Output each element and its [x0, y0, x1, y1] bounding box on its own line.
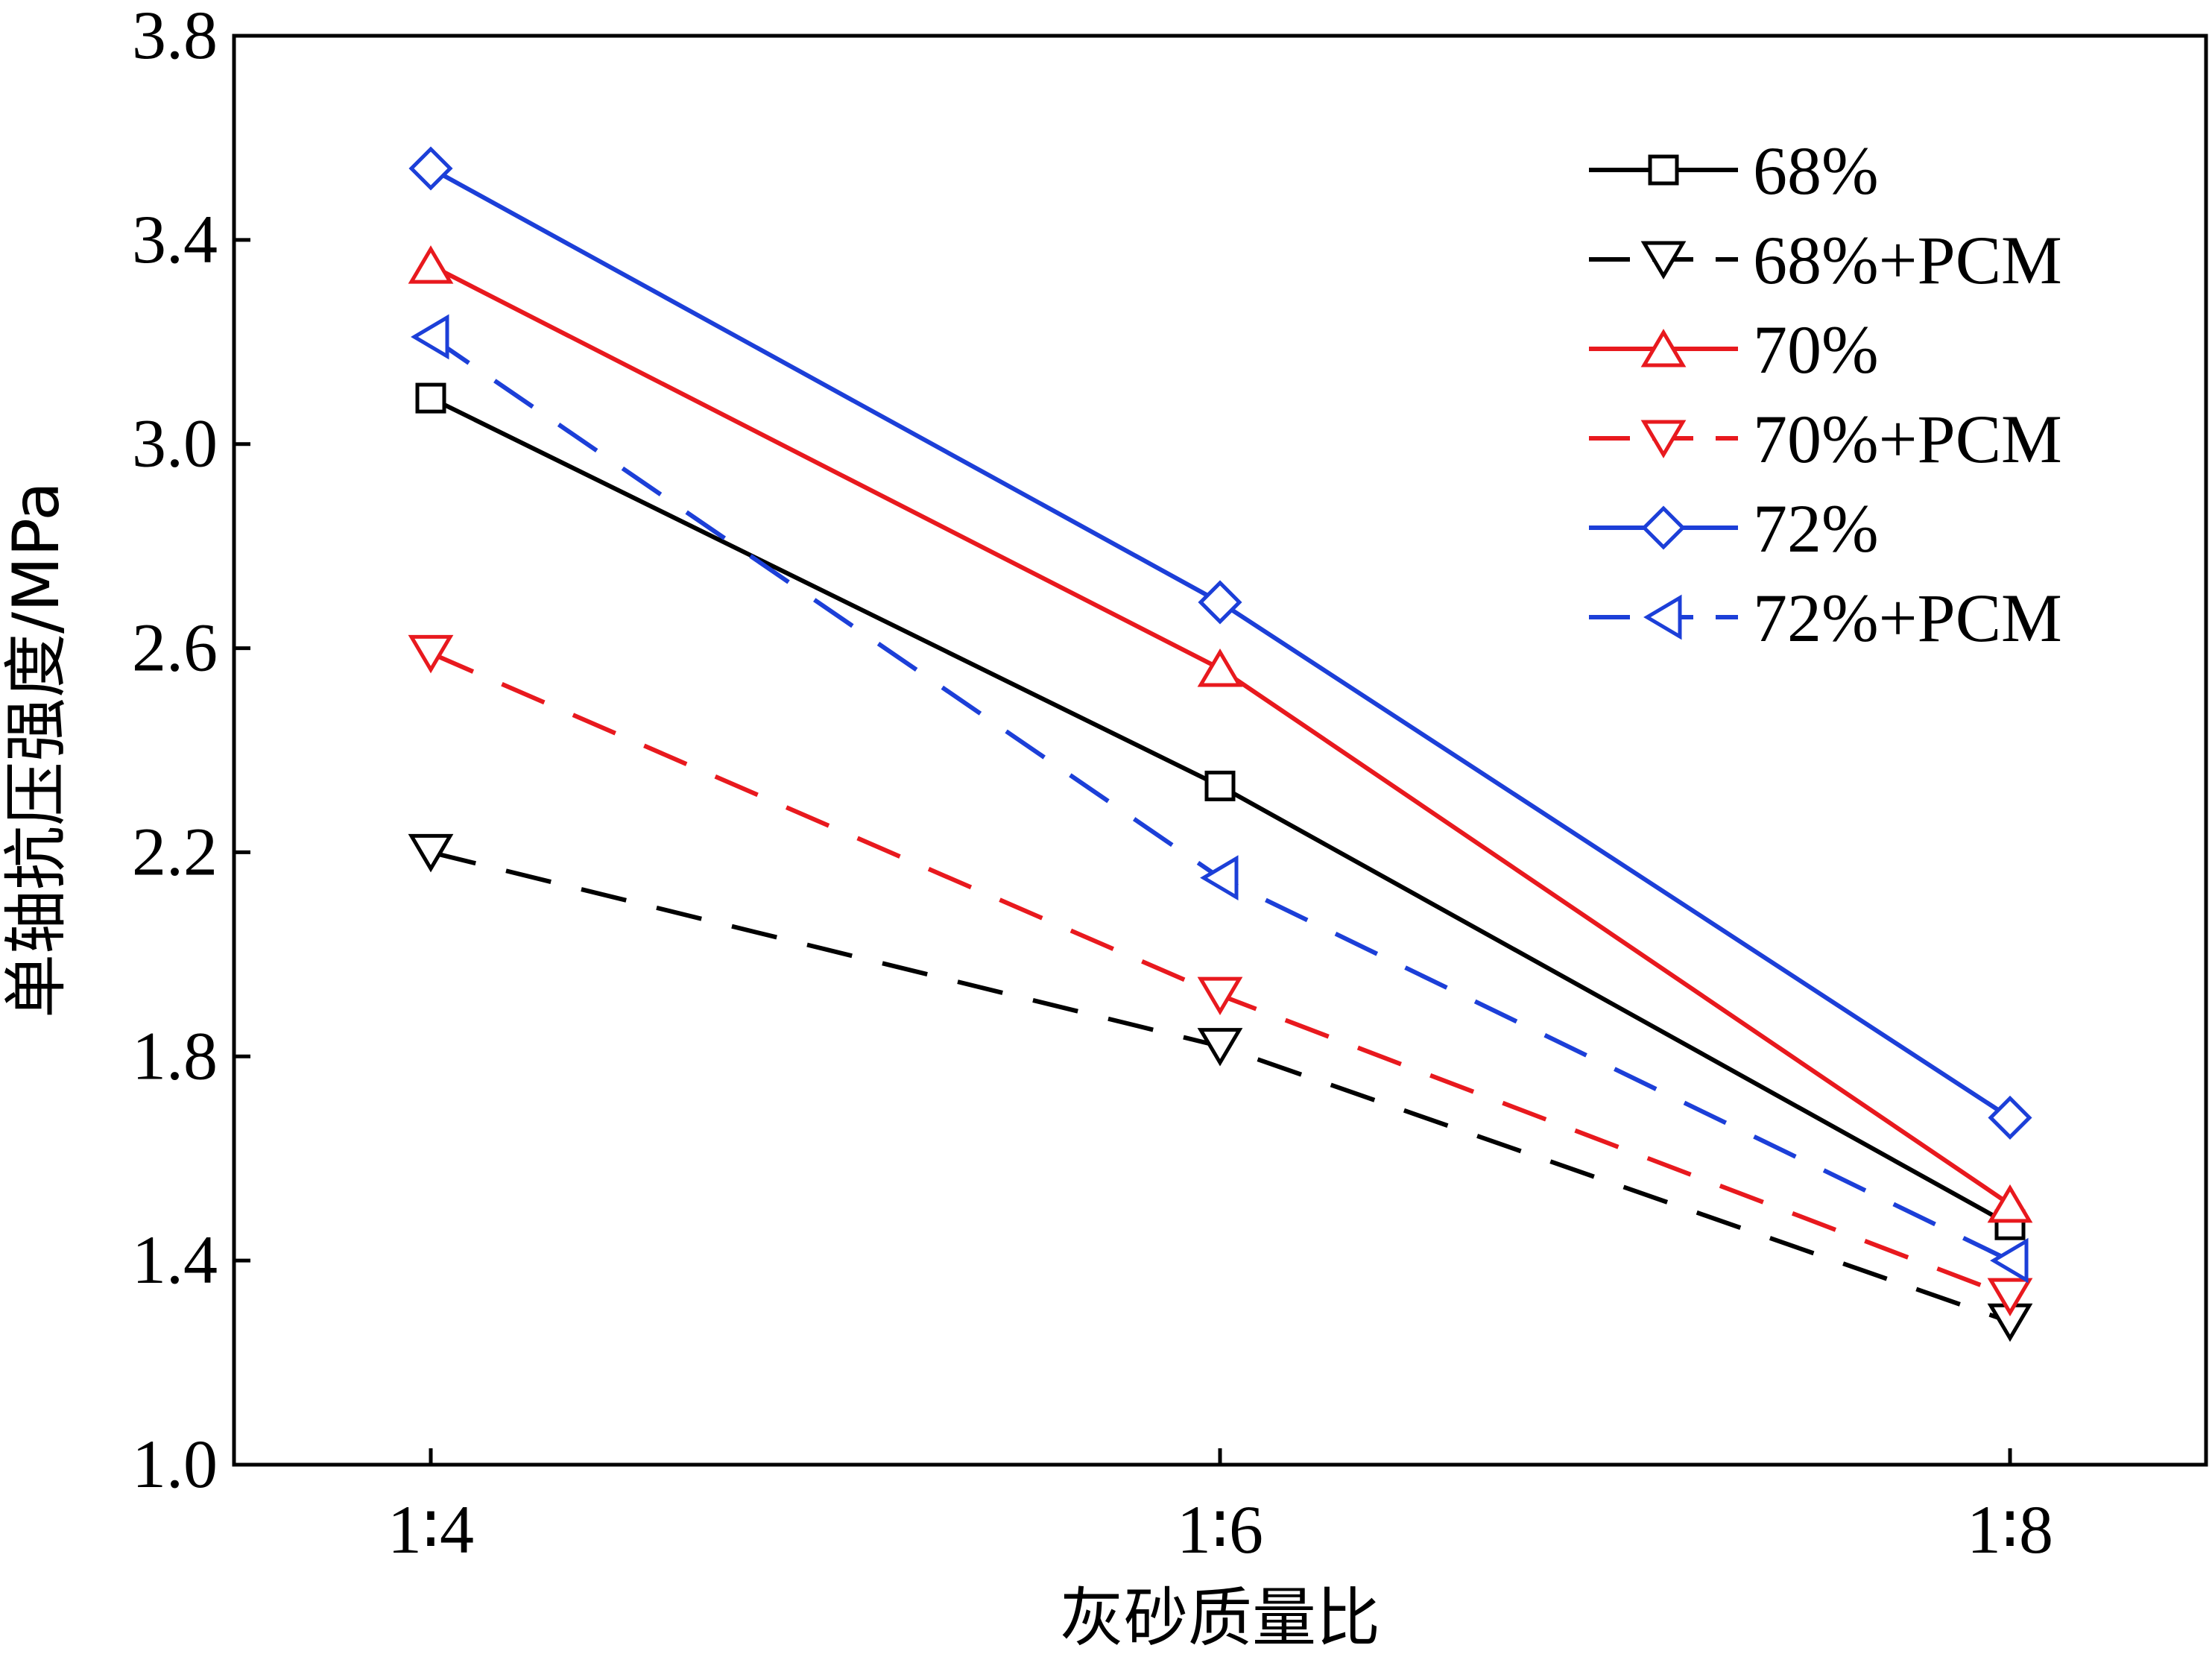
legend-label: 72% — [1753, 490, 1879, 566]
y-tick-label: 1.0 — [132, 1426, 218, 1502]
legend-label: 68%+PCM — [1753, 222, 2062, 298]
data-point — [408, 833, 454, 873]
data-point — [408, 146, 453, 191]
data-point — [1987, 1184, 2033, 1223]
data-point — [1990, 1237, 2029, 1284]
series-3 — [408, 634, 2033, 1316]
data-point — [1198, 580, 1242, 625]
data-point — [408, 245, 454, 284]
data-point — [1987, 1278, 2033, 1316]
data-point — [1200, 855, 1239, 901]
series-line — [430, 850, 2011, 1325]
series-layer — [408, 146, 2033, 1342]
y-tick-label: 3.4 — [132, 201, 218, 277]
legend-marker — [1641, 505, 1686, 550]
y-tick-label: 1.4 — [132, 1222, 218, 1298]
legend-marker — [1643, 594, 1682, 640]
legend-label: 68% — [1753, 133, 1879, 209]
x-tick-label: 1∶4 — [388, 1492, 474, 1568]
data-point — [1197, 1028, 1243, 1067]
y-tick-label: 1.8 — [132, 1017, 218, 1093]
data-point — [408, 634, 454, 674]
legend: 68% 68%+PCM 70% 70%+PCM 72% 72%+PCM — [1589, 133, 2062, 656]
legend-label: 70%+PCM — [1753, 401, 2062, 477]
y-axis-title: 单轴抗压强度/MPa — [0, 482, 74, 1018]
legend-marker — [1648, 154, 1679, 186]
y-axis: 1.0 1.4 1.8 2.2 2.6 3.0 3.4 3.8 — [132, 0, 250, 1502]
data-point — [415, 382, 446, 414]
x-tick-label: 1∶8 — [1967, 1492, 2053, 1568]
legend-marker — [1640, 241, 1687, 280]
x-tick-label: 1∶6 — [1177, 1492, 1263, 1568]
legend-label: 70% — [1753, 312, 1879, 388]
y-tick-label: 2.2 — [132, 813, 218, 889]
data-point — [1197, 976, 1243, 1016]
x-axis: 1∶4 1∶6 1∶8 — [388, 1448, 2053, 1568]
series-5 — [411, 314, 2029, 1284]
data-point — [411, 314, 449, 360]
data-point — [1988, 1095, 2032, 1140]
series-line — [429, 651, 2012, 1298]
data-point — [1204, 770, 1236, 801]
y-tick-label: 3.8 — [132, 0, 218, 73]
legend-marker — [1640, 420, 1687, 458]
legend-marker — [1640, 329, 1687, 367]
y-tick-label: 2.6 — [132, 610, 218, 686]
x-axis-title: 灰砂质量比 — [1060, 1581, 1380, 1656]
series-1 — [408, 833, 2033, 1342]
data-point — [1197, 648, 1243, 687]
y-tick-label: 3.0 — [132, 405, 218, 482]
series-4 — [408, 146, 2032, 1140]
series-2 — [408, 245, 2033, 1223]
legend-label: 72%+PCM — [1753, 580, 2062, 656]
